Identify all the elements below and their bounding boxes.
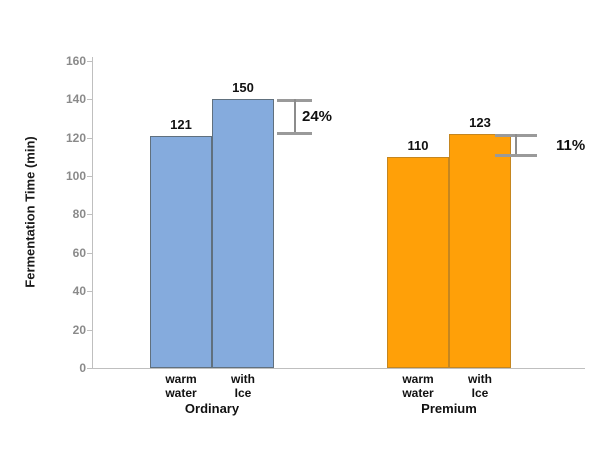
y-axis-line: [92, 57, 93, 368]
y-tick: [87, 99, 92, 100]
y-tick-label: 60: [72, 246, 86, 260]
x-axis-line: [92, 368, 585, 369]
x-label-premium-warm-water: warm water: [402, 372, 434, 400]
bar-ordinary-with-ice: [212, 99, 274, 368]
x-label-ordinary-with-ice: with Ice: [231, 372, 255, 400]
y-tick-label: 0: [79, 361, 86, 375]
x-label-premium-with-ice: with Ice: [468, 372, 492, 400]
y-tick: [87, 368, 92, 369]
y-tick-label: 160: [65, 54, 86, 68]
bar-slot-ordinary-warm-water: 121: [150, 118, 212, 368]
bar-slot-premium-warm-water: 110: [387, 139, 449, 368]
y-tick-label: 120: [65, 131, 86, 145]
y-axis-title: Fermentation Time (min): [22, 136, 38, 288]
y-tick-label: 80: [72, 207, 86, 221]
y-tick-label: 20: [72, 323, 86, 337]
bar-premium-warm-water: [387, 157, 449, 368]
y-tick: [87, 330, 92, 331]
difference-bracket-ordinary: [277, 99, 312, 135]
y-tick-label: 140: [65, 92, 86, 106]
difference-label-ordinary: 24%: [302, 108, 333, 125]
group-label-ordinary: Ordinary: [184, 401, 240, 416]
y-tick: [87, 176, 92, 177]
difference-bracket-premium: [495, 134, 537, 157]
bar-value-label: 150: [232, 80, 254, 95]
y-tick: [87, 253, 92, 254]
bar-value-label: 121: [170, 117, 192, 132]
bracket-cap-bottom: [495, 154, 537, 157]
bracket-stem: [515, 134, 517, 157]
y-tick: [87, 61, 92, 62]
bracket-cap-bottom: [277, 132, 312, 135]
y-tick: [87, 291, 92, 292]
bar-value-label: 110: [407, 138, 429, 153]
group-label-premium: Premium: [421, 401, 477, 416]
y-tick-label: 40: [72, 284, 86, 298]
bar-slot-ordinary-with-ice: 150: [212, 81, 274, 368]
bar-value-label: 123: [469, 115, 491, 130]
bar-slot-premium-with-ice: 123: [449, 116, 511, 368]
x-label-ordinary-warm-water: warm water: [165, 372, 197, 400]
y-tick: [87, 214, 92, 215]
difference-label-premium: 11%: [556, 137, 586, 154]
bracket-stem: [293, 99, 296, 135]
bar-premium-with-ice: [449, 134, 511, 368]
bar-ordinary-warm-water: [150, 136, 212, 368]
y-tick: [87, 138, 92, 139]
y-tick-label: 100: [65, 169, 86, 183]
